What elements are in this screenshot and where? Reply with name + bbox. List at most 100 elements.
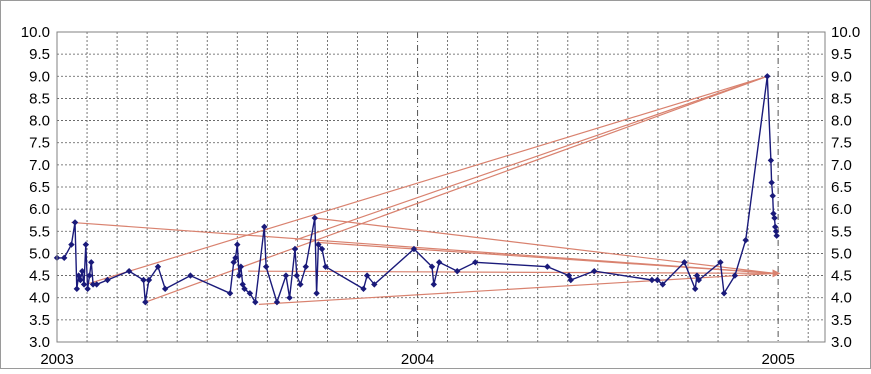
data-point <box>720 290 728 297</box>
data-point <box>235 272 243 279</box>
data-point <box>454 267 461 275</box>
data-point <box>768 179 775 186</box>
overlay-line <box>294 75 768 241</box>
data-point <box>410 245 418 253</box>
data-point <box>79 267 86 275</box>
data-point <box>246 290 254 297</box>
y-tick-label: 9.5 <box>831 46 852 63</box>
data-point <box>428 263 436 270</box>
y-tick-label: 3.0 <box>29 334 50 351</box>
data-point <box>770 210 777 217</box>
data-point <box>291 245 299 253</box>
y-tick-label: 8.0 <box>831 113 852 130</box>
data-point <box>82 241 90 248</box>
data-point <box>125 267 133 275</box>
y-tick-label: 7.0 <box>831 157 852 174</box>
data-point <box>773 232 780 239</box>
overlay-line <box>314 217 775 274</box>
y-tick-label: 5.0 <box>831 245 852 262</box>
plot-border <box>56 31 826 343</box>
data-point <box>80 281 88 288</box>
data-point <box>273 298 281 306</box>
data-point <box>313 290 320 297</box>
data-point <box>286 294 293 301</box>
data-point <box>88 259 95 266</box>
y-tick-label: 4.0 <box>831 290 852 307</box>
data-point <box>764 73 771 80</box>
y-tick-label: 6.0 <box>831 201 852 218</box>
data-point <box>234 241 241 248</box>
data-point <box>241 285 248 293</box>
y-tick-label: 5.5 <box>29 223 50 240</box>
y-tick-label: 7.5 <box>831 135 852 152</box>
data-point <box>226 290 234 297</box>
overlay-line <box>316 241 775 274</box>
y-tick-label: 6.5 <box>29 179 50 196</box>
y-tick-label: 9.0 <box>29 68 50 85</box>
data-point <box>77 276 84 284</box>
gridlines <box>57 31 825 343</box>
data-point <box>430 281 437 288</box>
y-tick-label: 5.5 <box>831 223 852 240</box>
y-tick-label: 5.0 <box>29 245 50 262</box>
data-point <box>84 285 91 293</box>
overlay-lines <box>71 75 781 305</box>
y-tick-labels-left: 3.0 3.5 4.0 4.5 5.0 5.5 6.0 6.5 7.0 7.5 8.0 8.5 9.0 9… <box>21 24 50 351</box>
data-point <box>769 192 776 200</box>
y-tick-label: 3.5 <box>831 312 852 329</box>
data-point <box>73 285 81 293</box>
data-point <box>262 263 270 270</box>
y-tick-label: 4.0 <box>29 290 50 307</box>
data-point <box>315 241 322 248</box>
data-point <box>302 263 309 270</box>
data-point <box>544 263 551 270</box>
data-point <box>293 272 300 279</box>
y-tick-label: 9.0 <box>831 68 852 85</box>
data-point <box>187 272 194 279</box>
data-point <box>691 285 699 293</box>
data-point <box>104 276 111 284</box>
data-point <box>695 276 703 284</box>
data-point <box>731 272 739 279</box>
data-point <box>435 259 443 266</box>
overlay-line <box>258 272 775 305</box>
data-point <box>322 263 329 270</box>
y-tick-label: 7.0 <box>29 157 50 174</box>
y-tick-label: 7.5 <box>29 135 50 152</box>
data-point <box>360 285 367 293</box>
data-point <box>772 223 779 231</box>
overlay-line <box>145 75 768 303</box>
y-tick-label: 10.0 <box>21 24 50 41</box>
y-tick-label: 6.5 <box>831 179 852 196</box>
data-point <box>68 241 75 248</box>
data-point <box>472 259 479 266</box>
data-point <box>654 276 661 284</box>
data-point <box>89 281 97 288</box>
data-point <box>140 276 147 284</box>
x-tick-label: 2005 <box>761 351 794 368</box>
y-tick-label: 8.5 <box>29 90 50 107</box>
x-tick-labels: 2003 2004 2005 <box>40 351 795 368</box>
x-tick-label: 2004 <box>401 351 434 368</box>
data-point <box>232 254 239 262</box>
y-tick-label: 3.0 <box>831 334 852 351</box>
y-tick-label: 10.0 <box>831 24 860 41</box>
data-point <box>145 276 153 284</box>
data-point <box>311 214 319 222</box>
data-series <box>53 73 780 306</box>
data-point <box>282 272 290 279</box>
data-point <box>142 298 149 306</box>
data-point <box>161 285 169 293</box>
y-tick-label: 8.5 <box>831 90 852 107</box>
y-tick-labels-right: 3.0 3.5 4.0 4.5 5.0 5.5 6.0 6.5 7.0 7.5 8.0 8.5 9.0 9… <box>831 24 860 351</box>
data-point <box>154 263 162 270</box>
x-tick-label: 2003 <box>40 351 73 368</box>
y-tick-label: 6.0 <box>29 201 50 218</box>
data-point <box>772 228 780 235</box>
data-point <box>363 272 371 279</box>
data-point <box>86 272 93 279</box>
